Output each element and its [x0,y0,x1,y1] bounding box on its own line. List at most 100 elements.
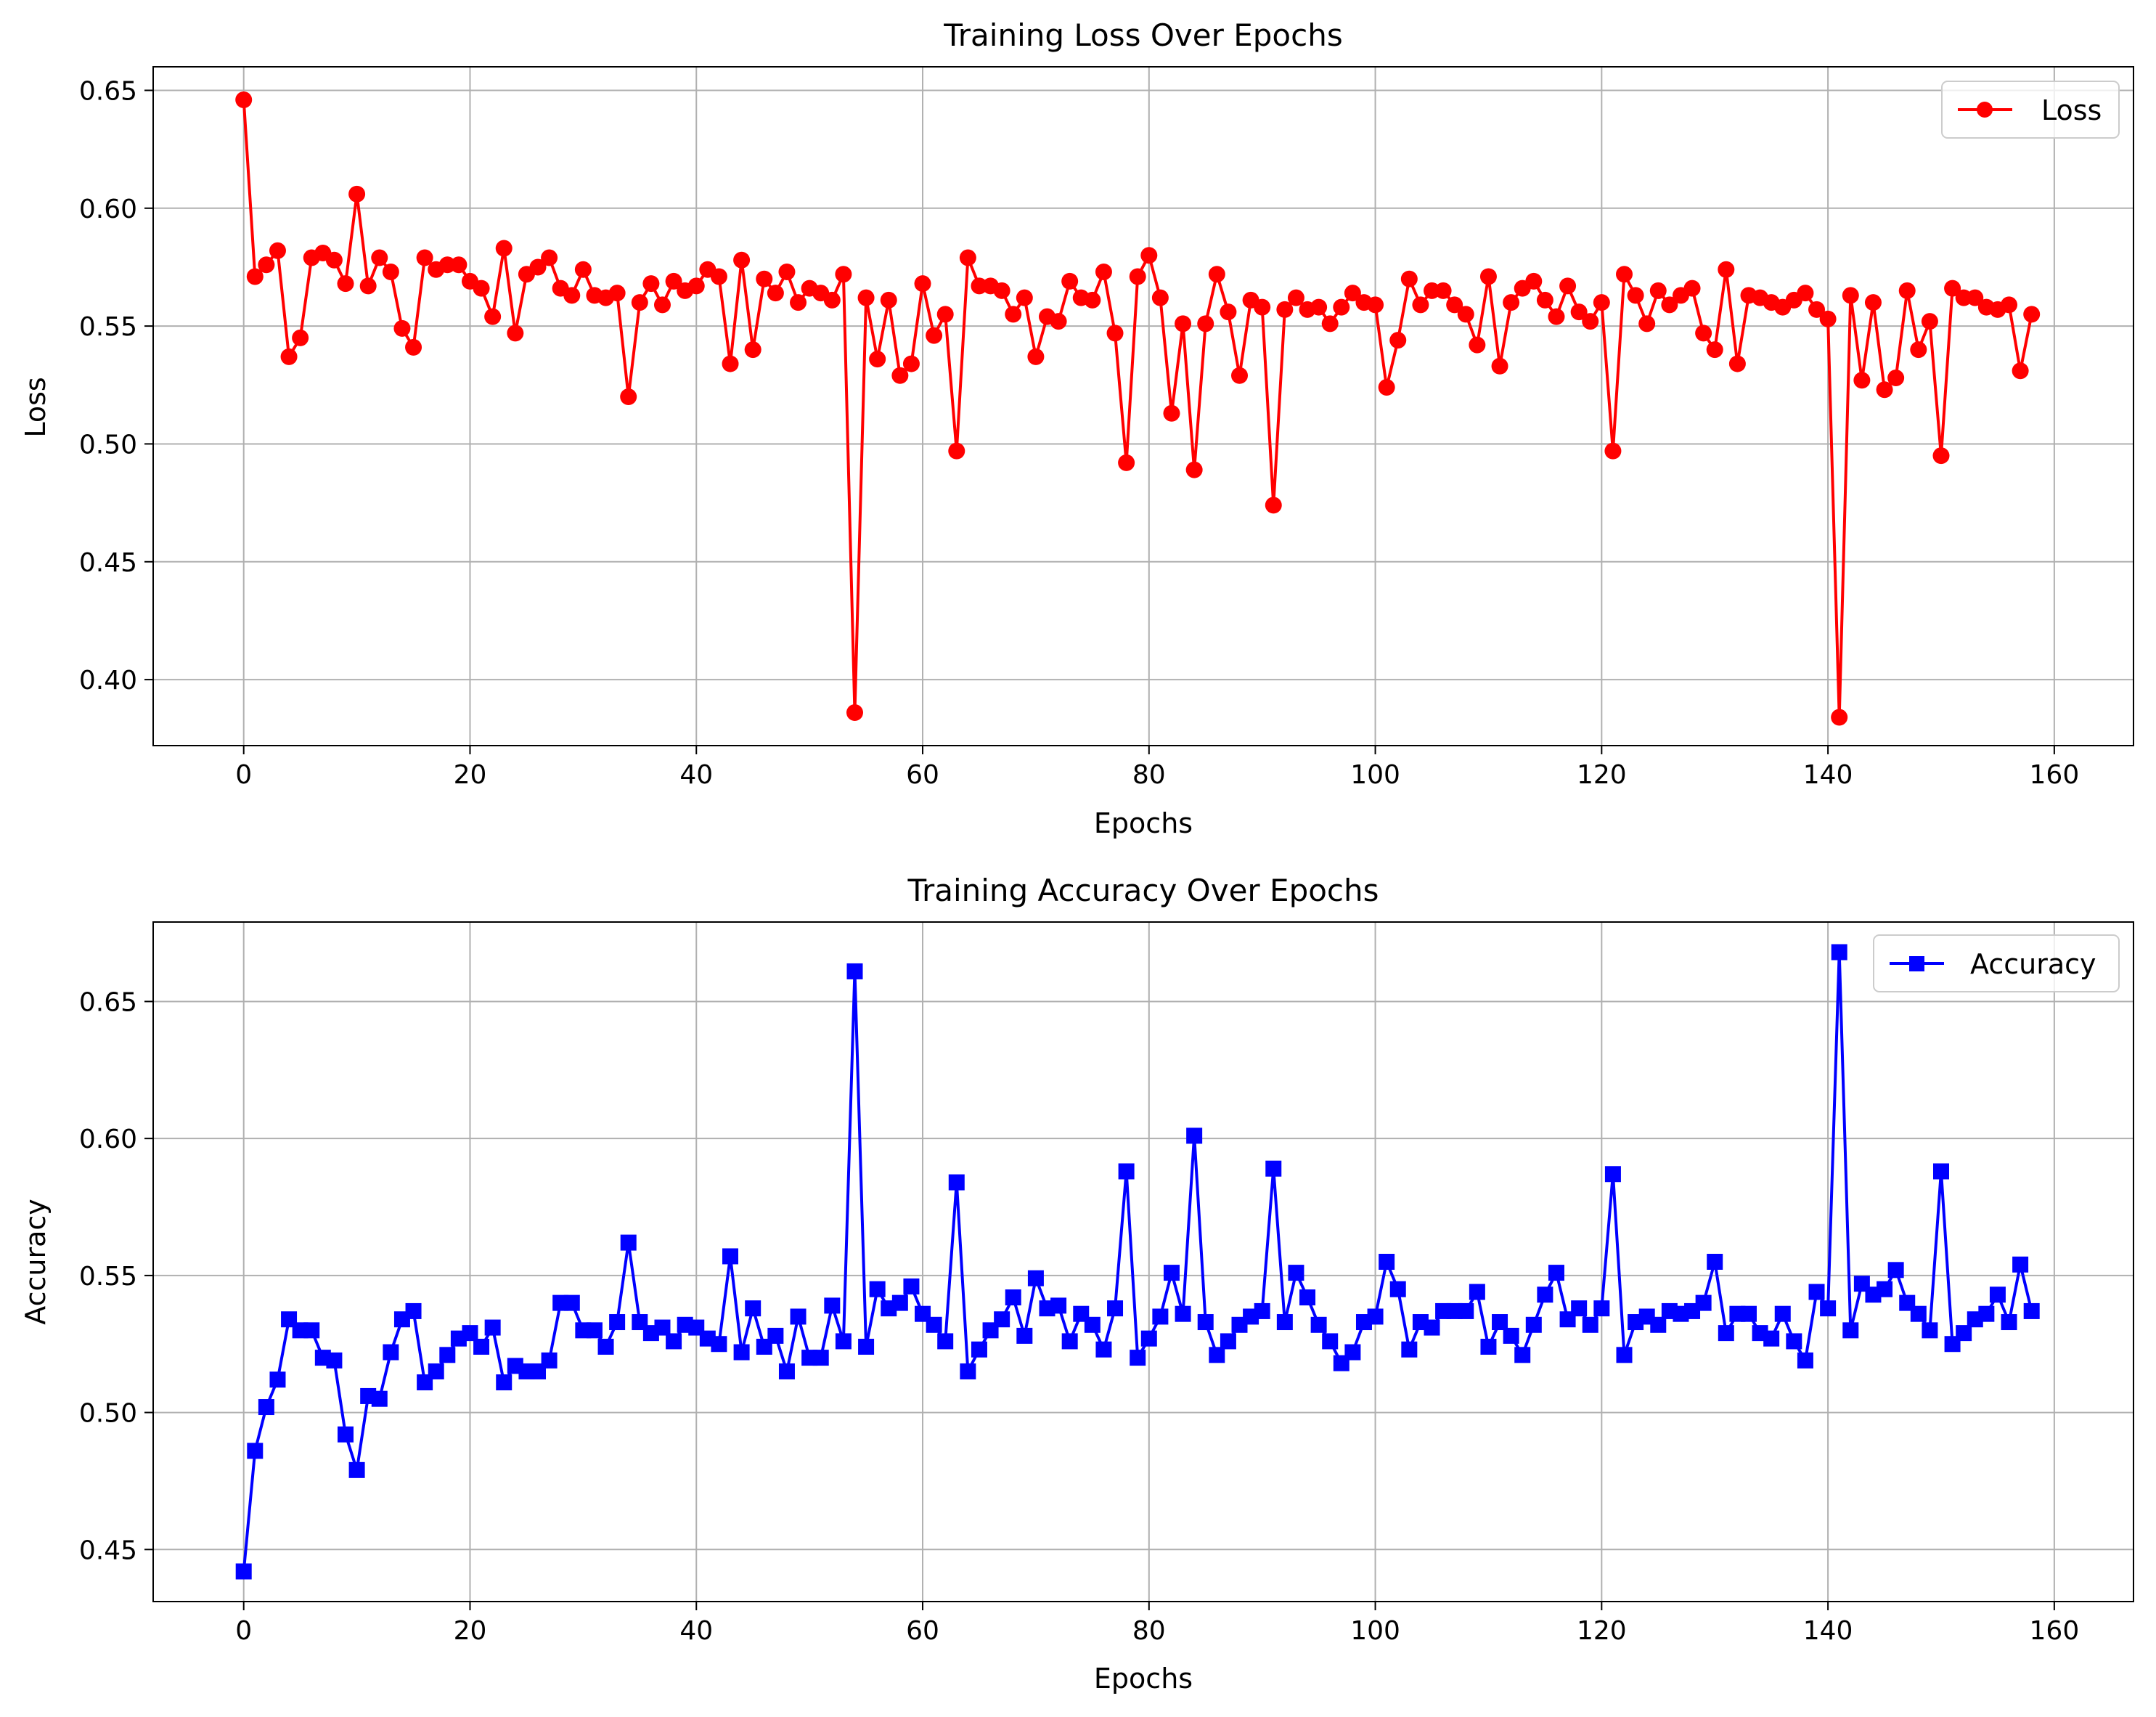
loss-series [235,91,2041,726]
accuracy-data-point [654,1319,671,1336]
loss-data-point [790,294,807,311]
accuracy-data-point [303,1322,320,1339]
loss-data-point [767,285,784,302]
loss-y-tick-label: 0.60 [79,195,137,224]
accuracy-chart-frame [152,921,2134,1602]
accuracy-data-point [371,1390,388,1407]
loss-data-point [1559,277,1577,295]
loss-data-point [1175,315,1192,333]
loss-data-point [1695,325,1712,342]
loss-data-point [382,263,399,280]
loss-data-point [235,91,253,108]
accuracy-x-tick-label: 40 [679,1616,713,1646]
loss-x-tick-label: 100 [1350,760,1400,790]
loss-data-point [484,308,502,325]
accuracy-chart-x-ticks: 0 20 40 60 80 100 120 140 160 [235,1602,2079,1646]
loss-data-point [1649,282,1667,299]
loss-data-point [722,355,739,372]
loss-data-point [823,291,841,309]
accuracy-data-point [2001,1314,2017,1331]
accuracy-data-point [586,1322,603,1339]
loss-data-point [405,338,422,356]
accuracy-data-point [1310,1316,1327,1333]
accuracy-chart-y-ticks: 0.45 0.50 0.55 0.60 0.65 [79,987,153,1565]
accuracy-data-point [620,1234,637,1251]
accuracy-data-point [1786,1333,1802,1350]
loss-data-point [1208,266,1225,283]
loss-data-point [620,388,637,406]
loss-data-point [1819,310,1837,327]
accuracy-data-point [1616,1347,1633,1363]
loss-chart-legend: Loss [1941,81,2120,139]
accuracy-data-point [484,1319,501,1336]
accuracy-data-point [1593,1300,1610,1317]
loss-data-point [733,251,751,269]
loss-data-point [1310,298,1328,316]
accuracy-data-point [835,1333,852,1350]
loss-data-point [1887,370,1905,387]
accuracy-data-point [1367,1308,1384,1325]
accuracy-data-point [1265,1160,1282,1177]
accuracy-data-point [473,1339,490,1355]
accuracy-data-point [1877,1281,1893,1297]
accuracy-data-point [1978,1305,1995,1322]
loss-data-point [642,275,660,293]
loss-x-tick-label: 120 [1577,760,1627,790]
accuracy-data-point [1571,1300,1588,1317]
accuracy-data-point [1922,1322,1938,1339]
loss-data-point [653,296,671,314]
loss-x-tick-label: 60 [906,760,939,790]
accuracy-data-point [722,1248,739,1265]
loss-data-point [914,275,931,293]
legend-box [1941,81,2120,139]
loss-data-point [1627,287,1644,304]
accuracy-data-point [666,1333,682,1350]
accuracy-data-point [1887,1262,1904,1278]
loss-data-point [2023,306,2041,323]
accuracy-x-tick-label: 100 [1350,1616,1400,1646]
accuracy-data-point [1537,1286,1553,1303]
accuracy-data-point [1548,1265,1564,1281]
accuracy-data-point [1016,1327,1033,1344]
loss-data-point [1118,454,1135,471]
accuracy-y-tick-label: 0.45 [79,1535,137,1565]
accuracy-data-point [869,1281,886,1297]
loss-data-point [1220,303,1237,321]
loss-data-point [1344,285,1361,302]
loss-data-point [846,704,863,722]
loss-data-point [665,272,682,290]
accuracy-data-point [812,1350,829,1366]
loss-data-point [1321,315,1339,333]
loss-x-tick-label: 0 [235,760,252,790]
loss-data-point [393,319,411,337]
accuracy-data-point [994,1311,1010,1328]
accuracy-data-point [1604,1166,1621,1183]
accuracy-data-point [1842,1322,1859,1339]
loss-data-point [258,256,275,274]
accuracy-data-point [846,963,863,979]
legend-box [1873,934,2120,992]
loss-data-point [1616,266,1633,283]
accuracy-data-point [235,1563,252,1580]
loss-x-tick-label: 20 [454,760,487,790]
loss-data-point [608,285,626,302]
accuracy-chart-x-label: Epochs [1094,1663,1193,1694]
loss-data-point [687,277,705,295]
loss-data-point [1718,261,1735,278]
legend-label-accuracy: Accuracy [1970,948,2096,980]
loss-data-point [835,266,852,283]
accuracy-data-point [1050,1297,1067,1314]
loss-data-point [1095,263,1112,280]
loss-data-point [1898,282,1916,299]
legend-label-loss: Loss [2041,94,2102,126]
accuracy-data-point [1130,1350,1146,1366]
accuracy-data-point [563,1294,580,1311]
loss-data-point [1129,268,1146,285]
accuracy-data-point [1061,1333,1078,1350]
accuracy-data-point [1084,1316,1101,1333]
loss-data-point [1932,447,1950,465]
loss-data-point [1151,289,1169,306]
loss-data-point [269,242,286,259]
